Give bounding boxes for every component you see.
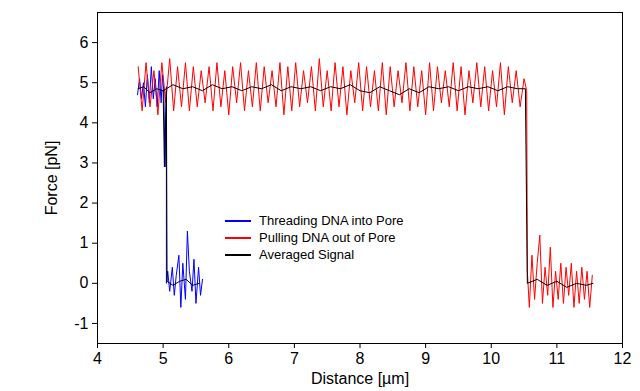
svg-text:4: 4 [93, 350, 102, 367]
svg-text:0: 0 [80, 274, 89, 291]
svg-text:5: 5 [159, 350, 168, 367]
svg-text:1: 1 [80, 234, 89, 251]
svg-text:3: 3 [80, 154, 89, 171]
svg-text:9: 9 [421, 350, 430, 367]
html-text:Threading DNA into Pore: Threading DNA into Pore [259, 213, 404, 228]
svg-text:12: 12 [614, 350, 632, 367]
svg-text:-1: -1 [74, 315, 88, 332]
svg-text:2: 2 [80, 194, 89, 211]
svg-text:5: 5 [80, 74, 89, 91]
svg-text:10: 10 [482, 350, 500, 367]
svg-text:Force [pN]: Force [pN] [43, 141, 60, 216]
svg-text:6: 6 [80, 34, 89, 51]
svg-text:Distance [µm]: Distance [µm] [311, 370, 409, 387]
svg-text:6: 6 [224, 350, 233, 367]
svg-text:7: 7 [290, 350, 299, 367]
svg-text:4: 4 [80, 114, 89, 131]
svg-text:11: 11 [549, 350, 566, 367]
html-text:Averaged Signal: Averaged Signal [259, 247, 355, 262]
html-text:Pulling DNA out of Pore: Pulling DNA out of Pore [259, 230, 396, 245]
svg-text:8: 8 [356, 350, 365, 367]
